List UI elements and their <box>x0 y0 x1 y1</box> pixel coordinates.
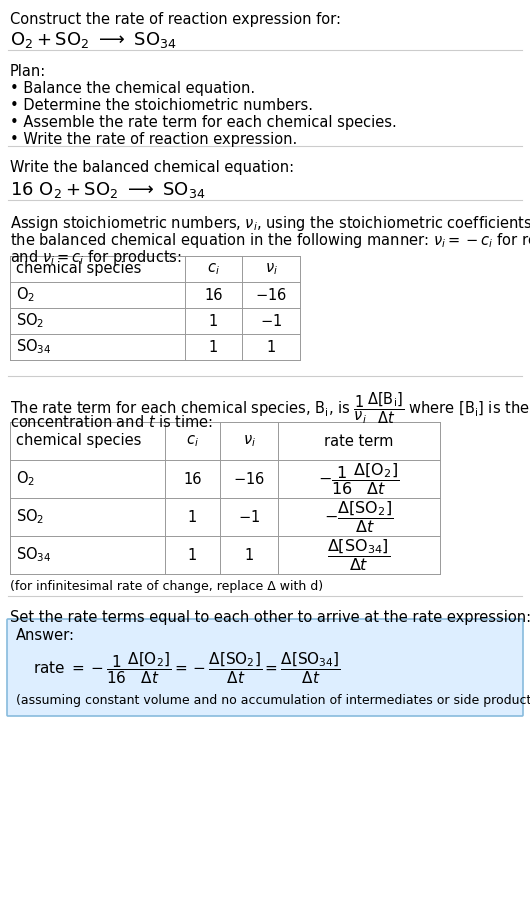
Text: $-1$: $-1$ <box>238 509 260 525</box>
Text: Write the balanced chemical equation:: Write the balanced chemical equation: <box>10 160 294 175</box>
Text: Plan:: Plan: <box>10 64 46 79</box>
Text: $\mathrm{16\ O_2 + SO_2 \ \longrightarrow \ SO_{34}}$: $\mathrm{16\ O_2 + SO_2 \ \longrightarro… <box>10 180 206 200</box>
Text: $\nu_i$: $\nu_i$ <box>243 433 255 449</box>
Text: 16: 16 <box>204 288 223 302</box>
Text: 1: 1 <box>209 314 218 329</box>
Text: Assign stoichiometric numbers, $\nu_i$, using the stoichiometric coefficients, $: Assign stoichiometric numbers, $\nu_i$, … <box>10 214 530 233</box>
Text: $c_i$: $c_i$ <box>186 433 199 449</box>
Text: 1: 1 <box>188 548 197 562</box>
Text: • Determine the stoichiometric numbers.: • Determine the stoichiometric numbers. <box>10 98 313 113</box>
Text: Answer:: Answer: <box>16 628 75 643</box>
Text: • Write the rate of reaction expression.: • Write the rate of reaction expression. <box>10 132 297 147</box>
Text: concentration and $t$ is time:: concentration and $t$ is time: <box>10 414 213 430</box>
Text: Construct the rate of reaction expression for:: Construct the rate of reaction expressio… <box>10 12 341 27</box>
Text: $\mathrm{O_2}$: $\mathrm{O_2}$ <box>16 470 35 489</box>
Text: $-16$: $-16$ <box>255 287 287 303</box>
Text: (for infinitesimal rate of change, replace Δ with d): (for infinitesimal rate of change, repla… <box>10 580 323 593</box>
Text: 1: 1 <box>188 510 197 524</box>
Text: 16: 16 <box>183 471 202 487</box>
Text: • Balance the chemical equation.: • Balance the chemical equation. <box>10 81 255 96</box>
Text: chemical species: chemical species <box>16 433 142 449</box>
Text: $1$: $1$ <box>244 547 254 563</box>
Text: (assuming constant volume and no accumulation of intermediates or side products): (assuming constant volume and no accumul… <box>16 694 530 707</box>
Text: $-\dfrac{1}{16}\dfrac{\Delta[\mathrm{O_2}]}{\Delta t}$: $-\dfrac{1}{16}\dfrac{\Delta[\mathrm{O_2… <box>318 461 400 497</box>
Text: $\mathrm{SO_2}$: $\mathrm{SO_2}$ <box>16 508 45 526</box>
Text: $1$: $1$ <box>266 339 276 355</box>
Text: $\dfrac{\Delta[\mathrm{SO_{34}}]}{\Delta t}$: $\dfrac{\Delta[\mathrm{SO_{34}}]}{\Delta… <box>328 537 391 573</box>
Text: and $\nu_i = c_i$ for products:: and $\nu_i = c_i$ for products: <box>10 248 182 267</box>
Text: rate $= -\dfrac{1}{16}\dfrac{\Delta[\mathrm{O_2}]}{\Delta t}= -\dfrac{\Delta[\ma: rate $= -\dfrac{1}{16}\dfrac{\Delta[\mat… <box>33 650 341 686</box>
Text: $-\dfrac{\Delta[\mathrm{SO_2}]}{\Delta t}$: $-\dfrac{\Delta[\mathrm{SO_2}]}{\Delta t… <box>324 499 394 535</box>
Text: 1: 1 <box>209 339 218 355</box>
Text: $-1$: $-1$ <box>260 313 282 329</box>
FancyBboxPatch shape <box>7 619 523 716</box>
Text: $-16$: $-16$ <box>233 471 265 487</box>
Text: chemical species: chemical species <box>16 261 142 277</box>
Text: The rate term for each chemical species, $\mathrm{B_i}$, is $\dfrac{1}{\nu_i}\df: The rate term for each chemical species,… <box>10 390 530 426</box>
Text: $\mathrm{SO_{34}}$: $\mathrm{SO_{34}}$ <box>16 338 51 357</box>
Text: • Assemble the rate term for each chemical species.: • Assemble the rate term for each chemic… <box>10 115 397 130</box>
Text: $c_i$: $c_i$ <box>207 261 220 277</box>
Text: rate term: rate term <box>324 433 394 449</box>
Text: $\mathrm{O_2 + SO_2 \ \longrightarrow \ SO_{34}}$: $\mathrm{O_2 + SO_2 \ \longrightarrow \ … <box>10 30 177 50</box>
Text: $\mathrm{SO_2}$: $\mathrm{SO_2}$ <box>16 311 45 330</box>
Text: the balanced chemical equation in the following manner: $\nu_i = -c_i$ for react: the balanced chemical equation in the fo… <box>10 231 530 250</box>
Text: $\nu_i$: $\nu_i$ <box>264 261 278 277</box>
Text: $\mathrm{O_2}$: $\mathrm{O_2}$ <box>16 286 35 304</box>
Text: $\mathrm{SO_{34}}$: $\mathrm{SO_{34}}$ <box>16 546 51 564</box>
Text: Set the rate terms equal to each other to arrive at the rate expression:: Set the rate terms equal to each other t… <box>10 610 530 625</box>
